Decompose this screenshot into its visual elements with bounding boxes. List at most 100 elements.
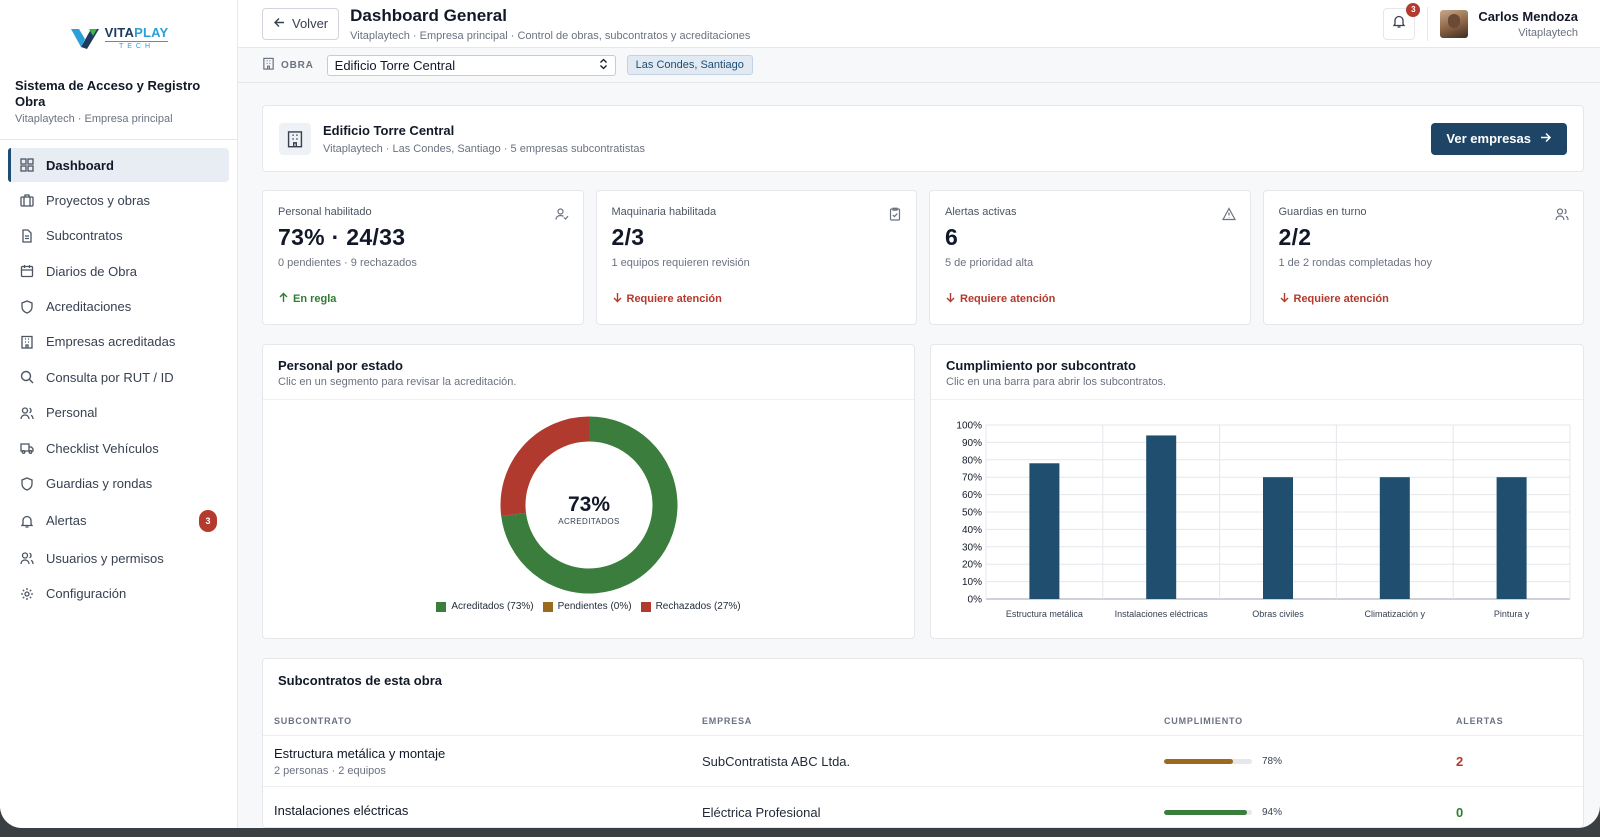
bell-icon (20, 514, 34, 528)
sidebar-item-label: Checklist Vehículos (46, 440, 159, 456)
y-tick-label: 50% (962, 508, 982, 519)
sidebar-item-subcontratos[interactable]: Subcontratos (8, 219, 229, 253)
donut-center-value: 73% (567, 493, 609, 516)
stat-value: 2/3 (611, 224, 645, 250)
arrow-down-icon (612, 292, 623, 306)
stat-trend: En regla (278, 292, 568, 306)
alerts-badge: 3 (199, 509, 217, 532)
stat-value: 73% · 24/33 (278, 224, 406, 250)
donut-segment[interactable] (500, 416, 677, 594)
row-empresa: Eléctrica Profesional (702, 804, 821, 820)
row-cumplimiento: 78% (1164, 756, 1456, 767)
progress-fill (1164, 809, 1247, 815)
arrow-up-icon (278, 292, 289, 306)
sidebar-item-label: Consulta por RUT / ID (46, 369, 174, 385)
sidebar-item-usuarios[interactable]: Usuarios y permisos (8, 541, 229, 575)
sidebar-item-configuracion[interactable]: Configuración (8, 577, 229, 611)
stat-trend: Requiere atención (1279, 292, 1569, 306)
location-badge: Las Condes, Santiago (626, 55, 753, 76)
stat-guardias[interactable]: Guardias en turno 2/2 1 de 2 rondas comp… (1262, 190, 1584, 325)
bar[interactable] (1496, 477, 1527, 599)
legend-label: Acreditados (73%) (451, 601, 534, 612)
stats-row: Personal habilitado 73% · 24/33 0 pendie… (262, 190, 1584, 325)
stat-value: 6 (945, 224, 959, 250)
sidebar-item-personal[interactable]: Personal (8, 396, 229, 430)
page-title: Dashboard General (350, 5, 507, 25)
back-button-label: Volver (292, 16, 329, 32)
bar[interactable] (1263, 477, 1293, 599)
stat-trend: Requiere atención (612, 292, 902, 306)
stat-sub: 1 equipos requieren revisión (611, 257, 750, 269)
logo-icon (70, 29, 99, 49)
x-tick-label: Pintura y (1494, 609, 1530, 619)
y-tick-label: 80% (962, 455, 982, 466)
back-button[interactable]: Volver (262, 7, 340, 40)
stat-personal[interactable]: Personal habilitado 73% · 24/33 0 pendie… (262, 190, 584, 325)
row-meta: 2 personas · 2 equipos (274, 764, 386, 777)
sidebar-item-alertas[interactable]: Alertas 3 (8, 502, 229, 540)
arrow-down-icon (1279, 292, 1290, 306)
y-tick-label: 10% (962, 577, 982, 588)
sidebar-item-label: Usuarios y permisos (46, 550, 164, 566)
avatar[interactable] (1440, 9, 1469, 38)
stat-label: Alertas activas (945, 206, 1017, 218)
divider (1427, 6, 1429, 41)
sidebar-item-label: Subcontratos (46, 228, 123, 244)
donut-segment[interactable] (500, 416, 589, 517)
donut-legend: Acreditados (73%) Pendientes (0%) Rechazad… (263, 601, 914, 612)
sidebar-item-consulta[interactable]: Consulta por RUT / ID (8, 360, 229, 394)
sidebar-item-label: Alertas (46, 513, 87, 529)
truck-icon (20, 441, 34, 455)
stat-label: Guardias en turno (1278, 206, 1367, 218)
building-icon (20, 335, 34, 349)
legend-item: Acreditados (73%) (436, 601, 534, 612)
users-icon (20, 406, 34, 420)
table-title: Subcontratos de esta obra (278, 673, 442, 688)
bar-card: Cumplimiento por subcontrato Clic en una… (930, 344, 1584, 639)
sidebar-item-label: Guardias y rondas (46, 476, 153, 492)
sidebar-item-empresas[interactable]: Empresas acreditadas (8, 325, 229, 359)
col-header: CUMPLIMIENTO (1164, 715, 1243, 726)
stat-maquinaria[interactable]: Maquinaria habilitada 2/3 1 equipos requ… (595, 190, 917, 325)
col-header: EMPRESA (702, 715, 753, 726)
sidebar-item-diarios[interactable]: Diarios de Obra (8, 254, 229, 288)
table-row[interactable]: Instalaciones eléctricas Eléctrica Profe… (263, 787, 1583, 827)
x-tick-label: Instalaciones eléctricas (1115, 609, 1209, 619)
clipboard-check-icon (888, 207, 902, 226)
obra-select-value: Edificio Torre Central (334, 57, 456, 73)
stat-alertas[interactable]: Alertas activas 6 5 de prioridad alta Re… (929, 190, 1251, 325)
bar[interactable] (1379, 477, 1410, 599)
y-tick-label: 30% (962, 542, 982, 553)
system-subtitle: Vitaplaytech · Empresa principal (0, 110, 237, 140)
sidebar-item-acreditaciones[interactable]: Acreditaciones (8, 290, 229, 324)
sidebar-item-proyectos[interactable]: Proyectos y obras (8, 183, 229, 217)
notifications-button[interactable]: 3 (1383, 2, 1421, 40)
users-icon (20, 551, 34, 565)
obra-name: Edificio Torre Central (323, 122, 455, 138)
table-row[interactable]: Estructura metálica y montaje 2 personas… (263, 736, 1583, 787)
sidebar-item-label: Empresas acreditadas (46, 334, 176, 350)
charts-row: Personal por estado Clic en un segmento … (262, 344, 1584, 639)
user-menu[interactable]: Carlos Mendoza Vitaplaytech (1478, 9, 1578, 39)
bar-chart: 0% 10% 20% 30% 40% 50% 60% 70% 80% 90% 100% Estruct… (956, 421, 1571, 619)
notifications-badge: 3 (1406, 2, 1421, 17)
sidebar-item-dashboard[interactable]: Dashboard (8, 148, 229, 182)
search-icon (20, 370, 34, 384)
obra-select[interactable]: Edificio Torre Central (326, 54, 616, 76)
y-tick-label: 40% (962, 525, 982, 536)
row-alertas: 2 (1456, 753, 1464, 769)
x-tick-label: Obras civiles (1252, 609, 1304, 619)
bar[interactable] (1029, 463, 1060, 599)
sidebar-item-checklist[interactable]: Checklist Vehículos (8, 431, 229, 465)
bar[interactable] (1146, 435, 1177, 599)
dashboard-icon (20, 158, 34, 172)
stat-sub: 0 pendientes · 9 rechazados (278, 257, 417, 269)
legend-label: Rechazados (27%) (655, 601, 741, 612)
stat-value: 2/2 (1278, 224, 1312, 250)
calendar-icon (20, 264, 34, 278)
sidebar-item-guardias[interactable]: Guardias y rondas (8, 467, 229, 501)
bar-title: Cumplimiento por subcontrato (946, 358, 1136, 373)
stat-sub: 5 de prioridad alta (945, 257, 1034, 269)
ver-empresas-button[interactable]: Ver empresas (1431, 122, 1567, 155)
